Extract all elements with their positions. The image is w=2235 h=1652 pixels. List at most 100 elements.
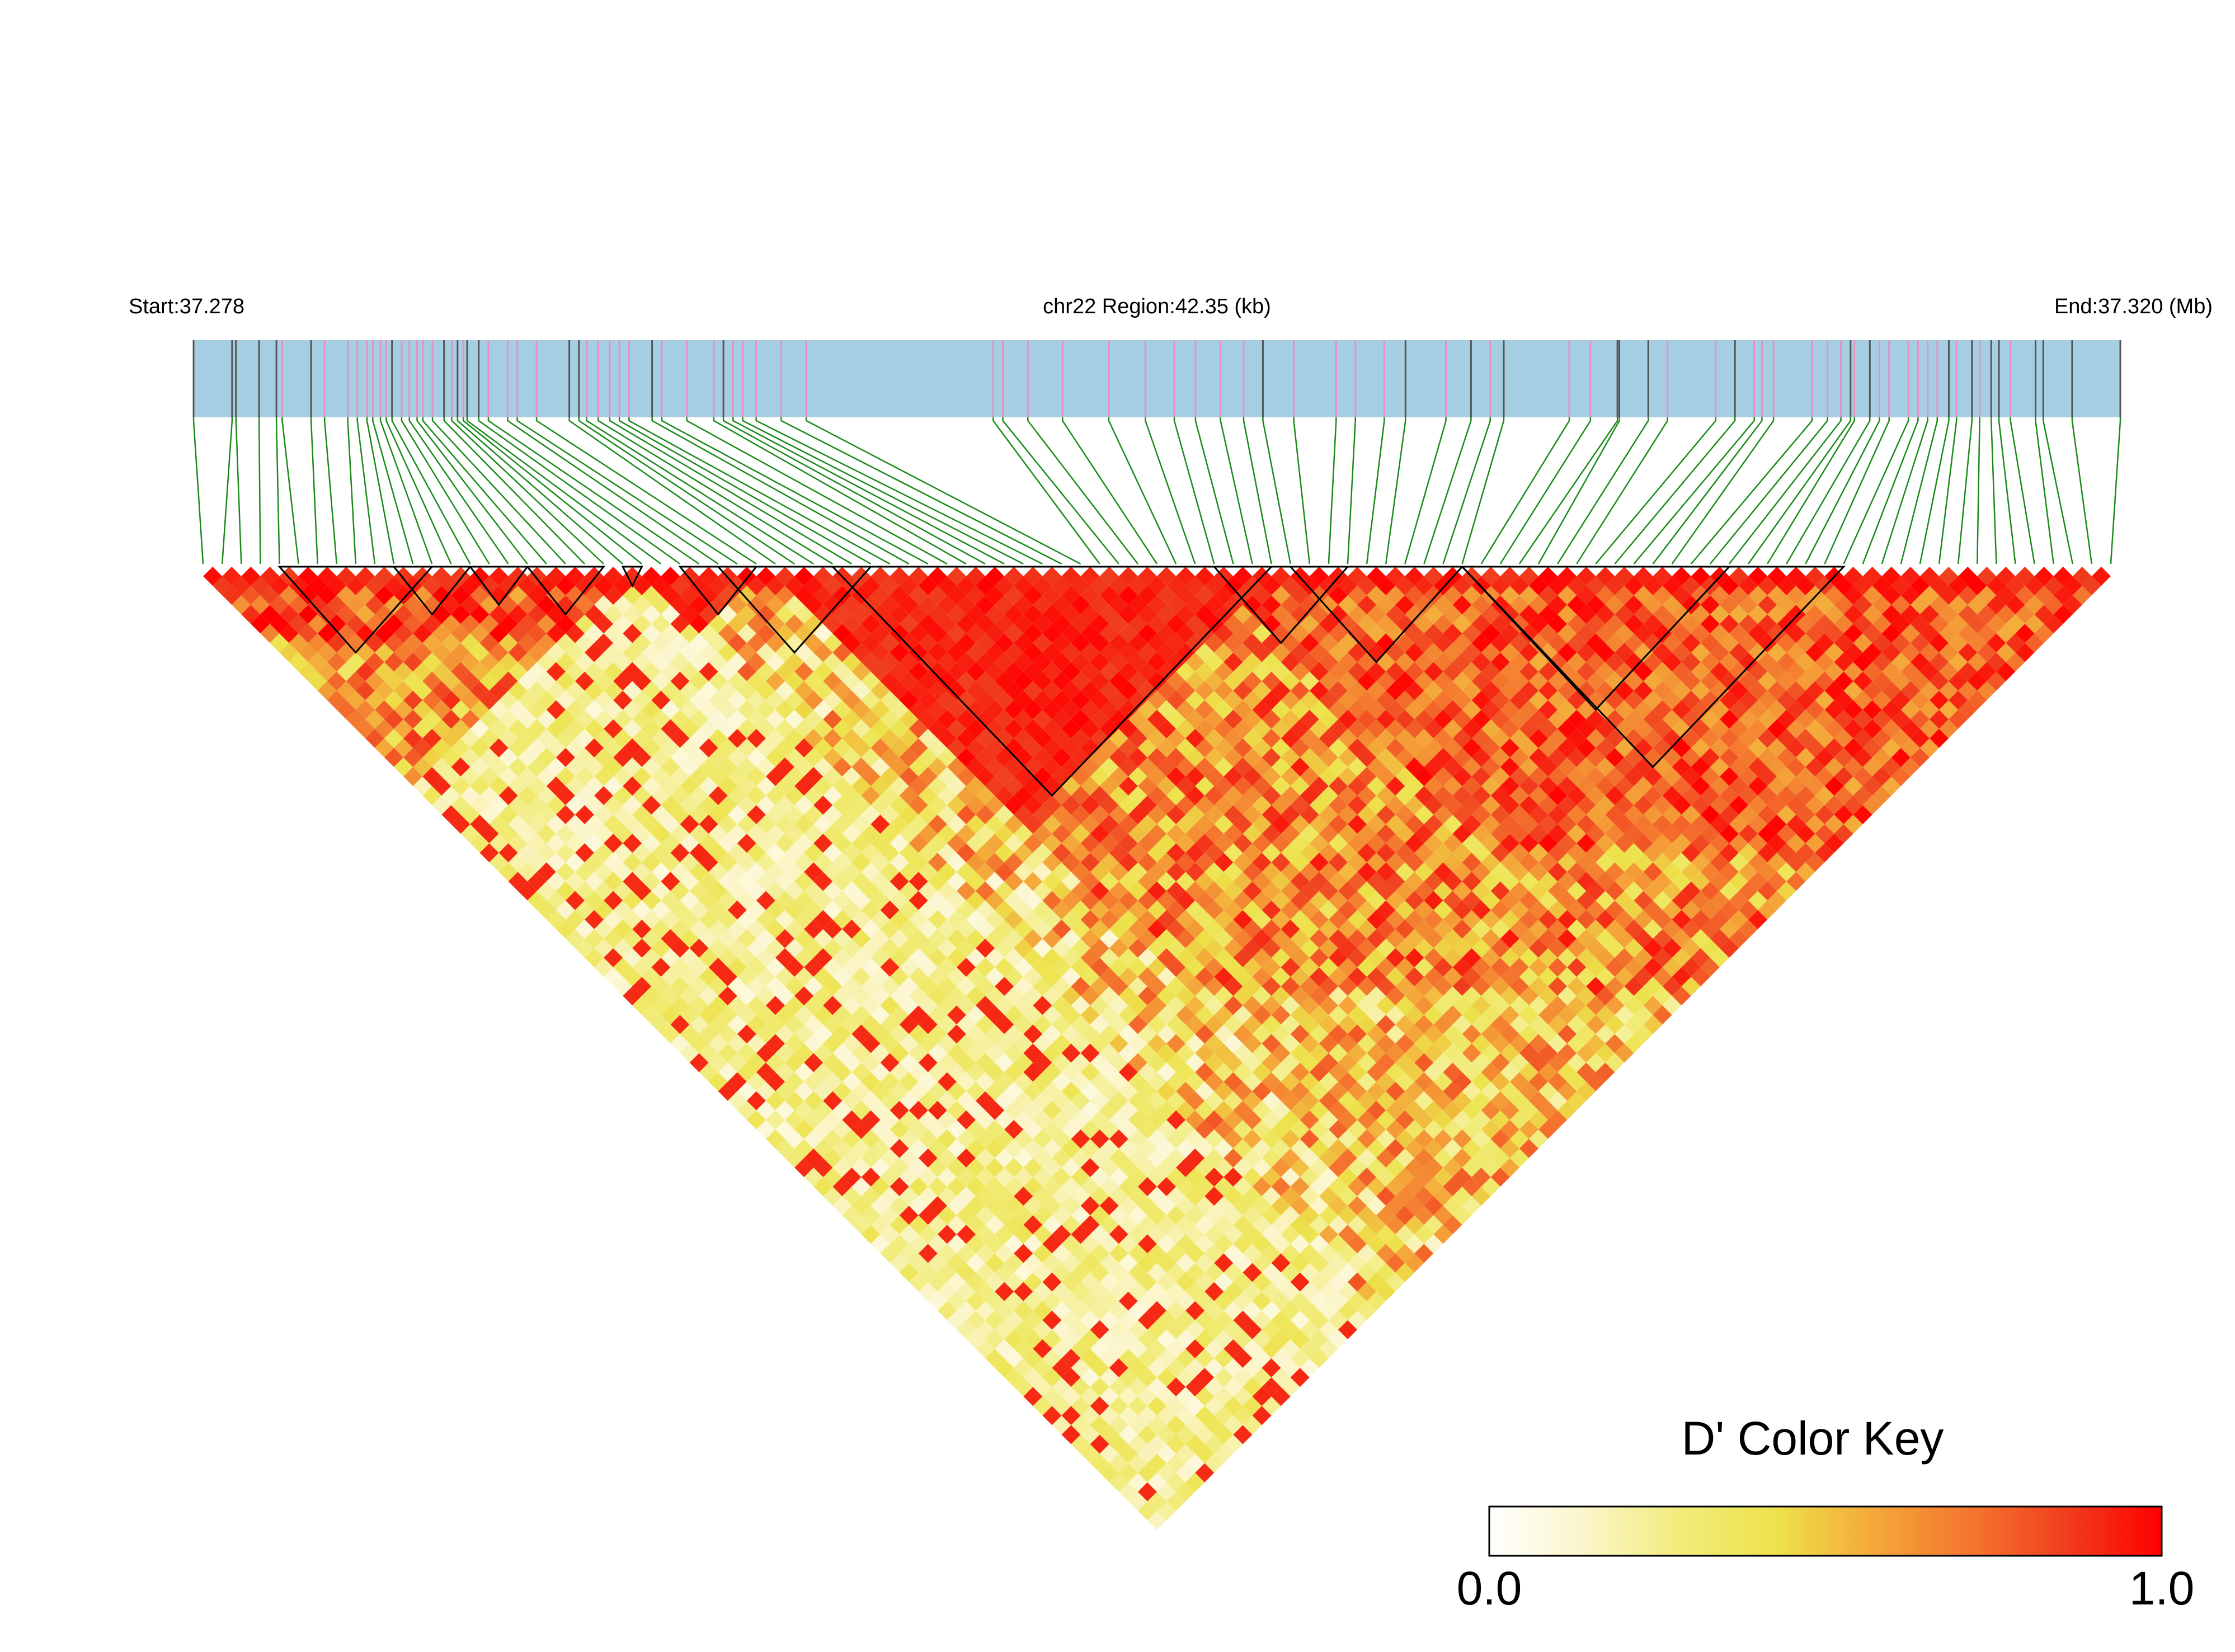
ld-cell <box>1262 747 1281 767</box>
ld-cell <box>1395 1053 1415 1072</box>
ld-cell <box>1558 853 1577 872</box>
ld-cell <box>1490 728 1510 748</box>
ld-cell <box>1672 910 1691 929</box>
ld-cell <box>1367 605 1386 624</box>
ld-cell <box>985 834 1005 853</box>
ld-cell <box>966 986 986 1006</box>
ld-cell <box>546 834 566 853</box>
ld-cell <box>1137 757 1157 777</box>
ld-cell <box>432 566 451 586</box>
ld-cell <box>1319 709 1338 729</box>
ld-cell <box>1099 1138 1119 1159</box>
ld-cell <box>479 747 499 767</box>
ld-cell <box>1052 996 1071 1015</box>
ld-cell <box>1109 786 1128 806</box>
snp-connector <box>1537 417 1620 564</box>
ld-cell <box>1405 700 1424 719</box>
ld-cell <box>613 900 633 920</box>
ld-cell <box>1147 671 1167 691</box>
ld-cell <box>1367 566 1386 586</box>
ld-cell <box>794 796 814 815</box>
ld-cell <box>1071 957 1090 977</box>
ld-cell <box>1462 681 1481 700</box>
ld-cell <box>1090 1091 1109 1110</box>
ld-cell <box>1605 747 1625 767</box>
ld-cell <box>1109 824 1128 844</box>
ld-cell <box>374 605 394 624</box>
ld-cell <box>737 662 756 681</box>
ld-cell <box>899 919 919 939</box>
ld-cell <box>937 1244 957 1263</box>
ld-cell <box>441 786 461 806</box>
ld-cell <box>670 766 690 787</box>
ld-cell <box>1739 881 1758 901</box>
ld-cell <box>1519 681 1538 700</box>
ld-cell <box>1405 929 1424 948</box>
ld-cell <box>966 1234 986 1254</box>
ld-cell <box>1405 948 1424 968</box>
ld-cell <box>1519 986 1538 1006</box>
ld-cell <box>1548 614 1568 634</box>
ld-cell <box>489 624 509 643</box>
ld-cell <box>1147 1377 1167 1397</box>
ld-cell <box>470 681 490 700</box>
ld-cell <box>1509 996 1529 1015</box>
ld-cell <box>966 1062 986 1082</box>
ld-cell <box>1166 1415 1186 1435</box>
ld-cell <box>1691 948 1710 968</box>
ld-cell <box>1233 605 1253 624</box>
ld-cell <box>1395 1015 1415 1034</box>
ld-cell <box>708 900 728 920</box>
ld-cell <box>1157 1272 1177 1292</box>
ld-cell <box>1014 1358 1033 1378</box>
ld-cell <box>1147 900 1167 920</box>
ld-cell <box>1281 1244 1300 1263</box>
ld-cell <box>1672 757 1691 777</box>
ld-cell <box>527 757 547 777</box>
ld-cell <box>909 1158 928 1178</box>
ld-cell <box>1090 977 1109 996</box>
ld-cell <box>1137 1310 1157 1330</box>
ld-cell <box>1147 1110 1167 1129</box>
ld-cell <box>842 1053 862 1072</box>
ld-cell <box>947 967 967 987</box>
ld-cell <box>546 776 566 796</box>
ld-cell <box>1224 1301 1243 1320</box>
ld-cell <box>289 633 308 653</box>
ld-cell <box>1052 900 1071 920</box>
ld-cell <box>1528 1072 1549 1091</box>
ld-cell <box>1109 1358 1128 1378</box>
ld-cell <box>613 786 633 806</box>
ld-cell <box>1462 624 1481 643</box>
ld-cell <box>937 1148 957 1168</box>
ld-cell <box>689 652 709 672</box>
ld-cell <box>1147 957 1167 977</box>
ld-cell <box>1128 1491 1147 1511</box>
ld-cell <box>1481 872 1500 891</box>
ld-cell <box>1462 853 1481 872</box>
ld-cell <box>1596 643 1615 662</box>
ld-cell <box>1357 786 1377 806</box>
ld-cell <box>1309 624 1329 643</box>
ld-cell <box>1528 1015 1549 1034</box>
ld-cell <box>651 843 671 863</box>
ld-cell <box>1071 996 1090 1015</box>
ld-cell <box>775 1062 795 1082</box>
ld-cell <box>1433 595 1453 615</box>
ld-cell <box>1023 1234 1043 1254</box>
ld-cell <box>1137 1501 1157 1521</box>
ld-cell <box>1471 709 1491 729</box>
ld-cell <box>1691 776 1710 796</box>
ld-cell <box>1357 824 1377 844</box>
ld-cell <box>651 805 671 825</box>
ld-cell <box>1061 1368 1081 1387</box>
snp-connector <box>1328 417 1337 564</box>
ld-cell <box>966 929 986 948</box>
ld-cell <box>1367 586 1386 605</box>
ld-cell <box>365 576 384 596</box>
ld-cell <box>1090 709 1109 729</box>
ld-cell <box>413 738 432 757</box>
ld-cell <box>1405 891 1424 910</box>
ld-cell <box>1376 1187 1396 1206</box>
ld-cell <box>1490 652 1510 672</box>
